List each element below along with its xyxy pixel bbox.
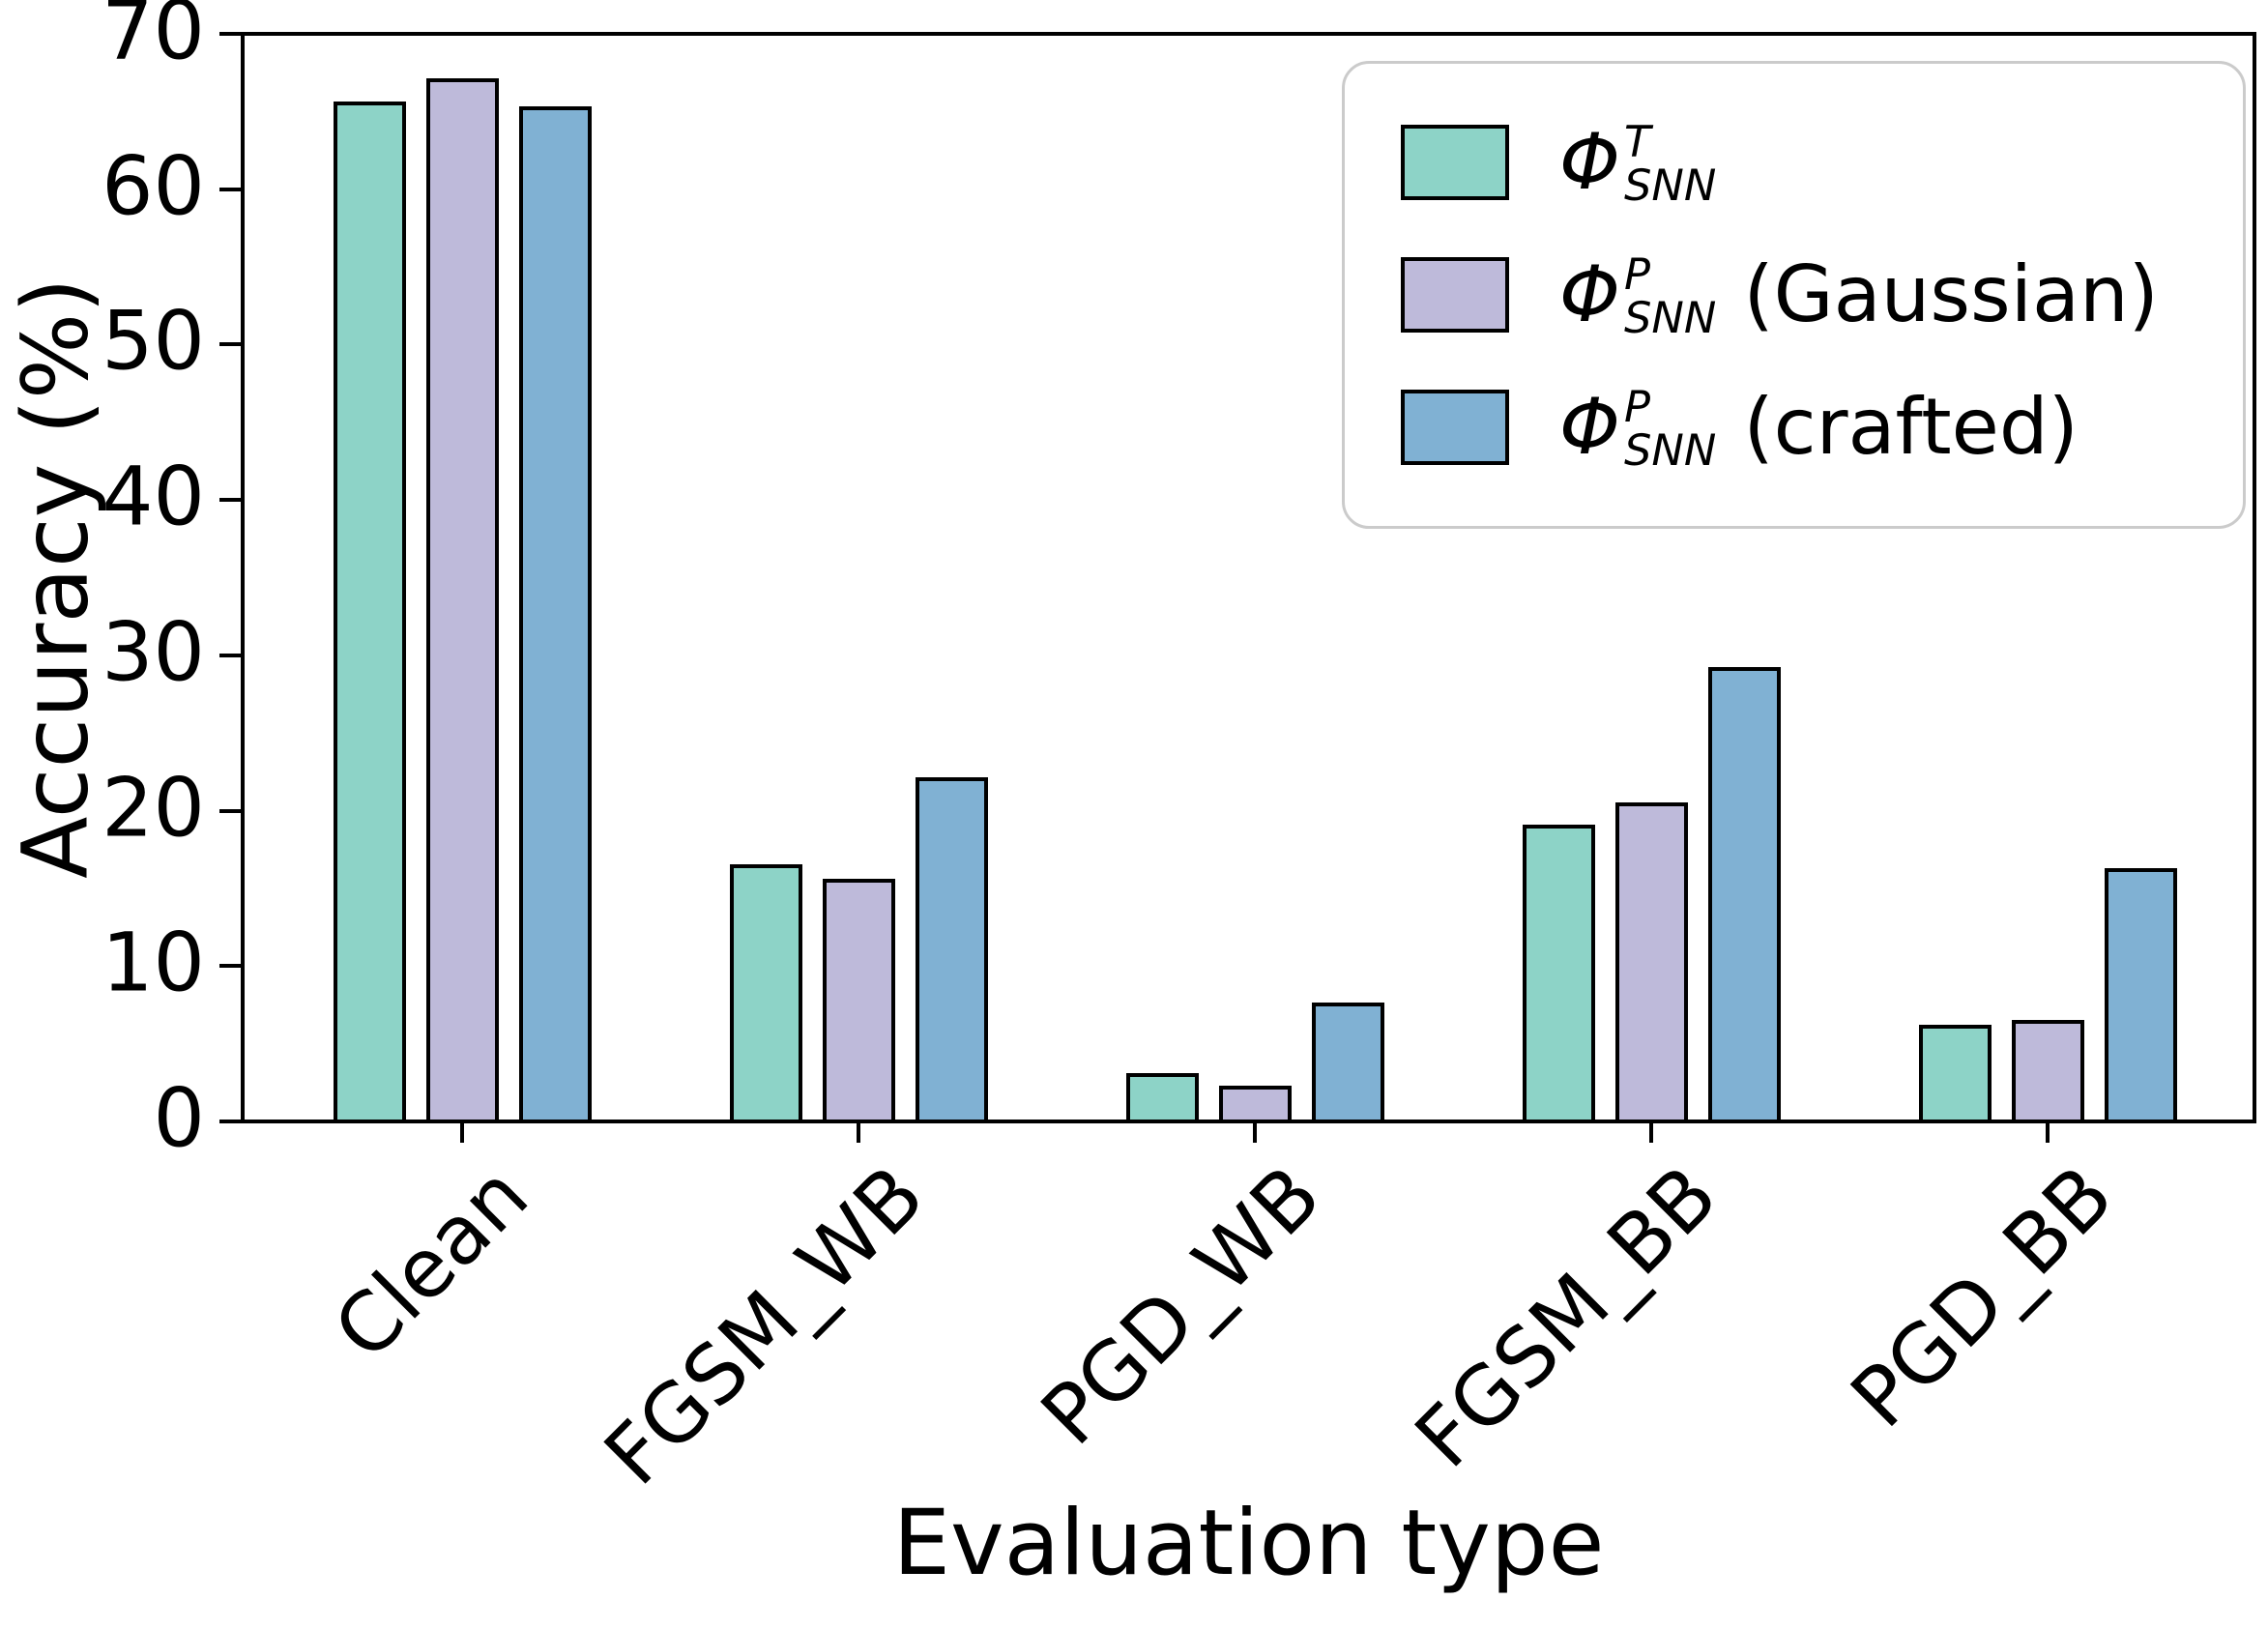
y-tick-label: 10 bbox=[102, 915, 205, 1010]
legend-item: Φ P SNN (Gaussian) bbox=[1401, 248, 2243, 343]
y-tick-label: 70 bbox=[102, 0, 205, 78]
legend-label: Φ T SNN bbox=[1559, 116, 1717, 212]
bar-Phi_SNN_P_crafted-FGSM_BB bbox=[1707, 667, 1781, 1120]
bar-Phi_SNN_P_gaussian-Clean bbox=[425, 78, 499, 1120]
bar-Phi_SNN_P_gaussian-FGSM_BB bbox=[1614, 802, 1688, 1120]
x-tick-mark bbox=[2046, 1123, 2050, 1143]
y-tick-label: 40 bbox=[102, 449, 205, 544]
y-tick-mark bbox=[219, 187, 241, 191]
legend-label: Φ P SNN (Gaussian) bbox=[1559, 248, 2159, 343]
x-tick-mark bbox=[1649, 1123, 1653, 1143]
x-axis-title: Evaluation type bbox=[892, 1491, 1605, 1596]
legend-label: Φ P SNN (crafted) bbox=[1559, 381, 2079, 476]
y-tick-mark bbox=[219, 498, 241, 503]
bar-Phi_SNN_T-PGD_WB bbox=[1125, 1072, 1199, 1120]
x-tick-label: FGSM_WB bbox=[586, 1148, 943, 1503]
legend-item: Φ P SNN (crafted) bbox=[1401, 381, 2243, 476]
x-tick-label: Clean bbox=[315, 1148, 546, 1378]
y-tick-mark bbox=[219, 808, 241, 813]
bar-Phi_SNN_T-FGSM_WB bbox=[729, 864, 802, 1120]
bar-Phi_SNN_P_gaussian-FGSM_WB bbox=[822, 878, 895, 1120]
legend-swatch bbox=[1401, 125, 1509, 201]
y-tick-mark bbox=[219, 32, 241, 36]
bar-Phi_SNN_T-Clean bbox=[333, 102, 406, 1120]
x-tick-label: PGD_WB bbox=[1023, 1148, 1339, 1464]
bar-Phi_SNN_T-PGD_BB bbox=[1918, 1024, 1992, 1120]
x-tick-mark bbox=[1253, 1123, 1257, 1143]
bar-Phi_SNN_T-FGSM_BB bbox=[1522, 824, 1595, 1120]
y-tick-label: 50 bbox=[102, 294, 205, 390]
y-tick-label: 20 bbox=[102, 760, 205, 856]
bar-Phi_SNN_P_crafted-PGD_WB bbox=[1311, 1003, 1384, 1120]
legend-swatch bbox=[1401, 389, 1509, 465]
x-tick-mark bbox=[460, 1123, 464, 1143]
x-tick-label: PGD_BB bbox=[1833, 1148, 2132, 1446]
bar-Phi_SNN_P_crafted-PGD_BB bbox=[2104, 867, 2177, 1120]
x-tick-label: FGSM_BB bbox=[1396, 1148, 1735, 1486]
y-tick-label: 60 bbox=[102, 138, 205, 234]
y-tick-mark bbox=[219, 964, 241, 969]
y-tick-mark bbox=[219, 342, 241, 347]
bar-Phi_SNN_P_crafted-FGSM_WB bbox=[915, 777, 988, 1120]
bar-Phi_SNN_P_gaussian-PGD_BB bbox=[2011, 1020, 2084, 1120]
bar-Phi_SNN_P_gaussian-PGD_WB bbox=[1218, 1085, 1292, 1120]
y-tick-mark bbox=[219, 653, 241, 657]
y-tick-label: 0 bbox=[153, 1070, 205, 1166]
y-tick-mark bbox=[219, 1120, 241, 1123]
y-tick-label: 30 bbox=[102, 604, 205, 700]
bar-Phi_SNN_P_crafted-Clean bbox=[518, 106, 592, 1120]
x-tick-mark bbox=[857, 1123, 860, 1143]
legend-swatch bbox=[1401, 256, 1509, 333]
legend: Φ T SNN Φ P SNN (Gaussian) Φ P SNN (crafted) bbox=[1342, 61, 2246, 529]
legend-item: Φ T SNN bbox=[1401, 116, 2243, 212]
